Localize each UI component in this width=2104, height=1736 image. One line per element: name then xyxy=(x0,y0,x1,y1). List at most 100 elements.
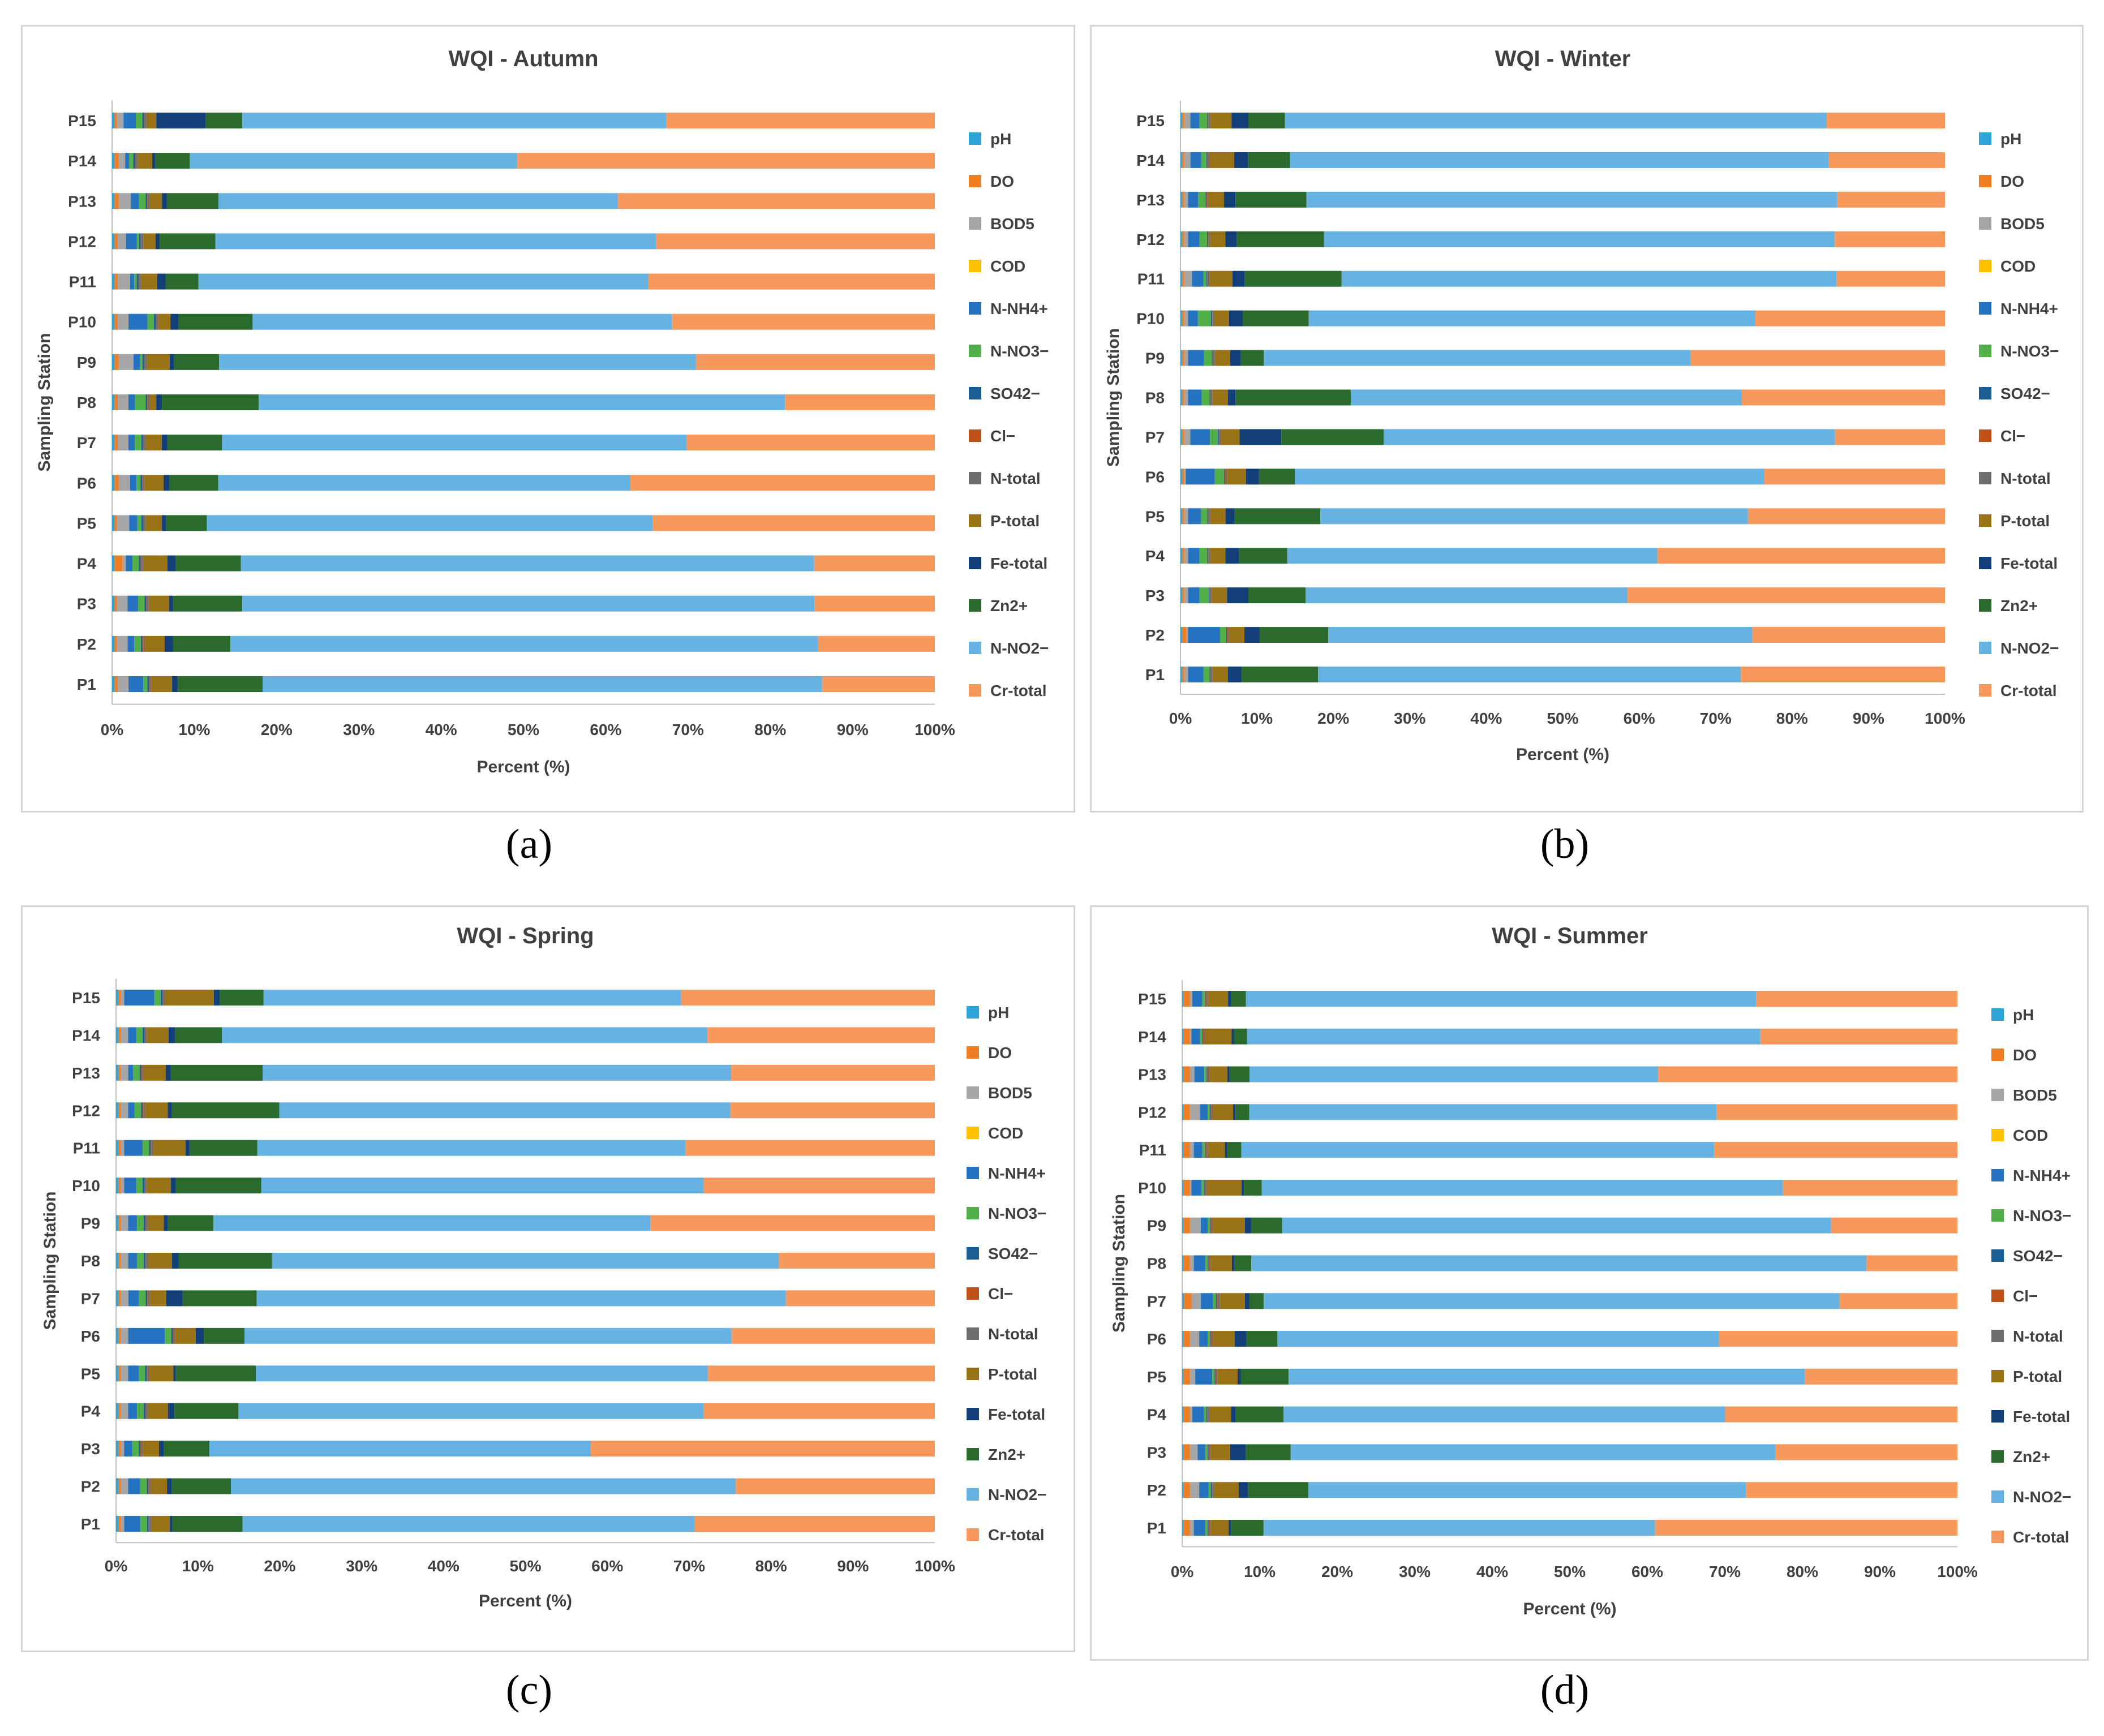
bar-segment xyxy=(1198,191,1206,208)
bar-segment xyxy=(1182,1142,1184,1158)
bar-segment xyxy=(618,193,935,209)
bar-segment xyxy=(121,1215,128,1231)
bar-segment xyxy=(1184,548,1188,564)
legend-label: N-total xyxy=(2013,1327,2063,1345)
bar-segment xyxy=(118,1365,121,1382)
bar-segment xyxy=(681,990,935,1005)
bar-segment xyxy=(118,273,130,290)
bar-segment xyxy=(143,233,156,250)
x-tick-label: 50% xyxy=(1554,1563,1586,1580)
bar-segment xyxy=(130,273,135,290)
x-tick-label: 30% xyxy=(1399,1563,1431,1580)
bar-segment xyxy=(140,273,157,290)
category-label: P14 xyxy=(1138,1028,1166,1046)
legend-label: N-NO3− xyxy=(2000,342,2059,360)
bar-segment xyxy=(118,354,134,370)
bar-segment xyxy=(112,313,115,330)
legend-label: SO42− xyxy=(990,385,1040,402)
bar-segment xyxy=(630,475,935,491)
bar-segment xyxy=(1190,1028,1192,1045)
bar-segment xyxy=(147,676,149,692)
bar-segment xyxy=(114,233,118,250)
x-tick-label: 80% xyxy=(754,721,786,738)
bar-segment xyxy=(114,394,118,410)
bar-segment xyxy=(127,635,135,652)
legend-label: DO xyxy=(990,173,1014,190)
category-label: P15 xyxy=(72,989,100,1007)
bar-segment xyxy=(145,1178,147,1194)
bar-segment xyxy=(1290,152,1829,168)
legend-label: N-NO3− xyxy=(988,1205,1046,1222)
bar-segment xyxy=(139,555,141,571)
bar-segment xyxy=(139,273,141,290)
legend-label: DO xyxy=(988,1044,1012,1062)
x-tick-label: 50% xyxy=(508,721,539,738)
bar-segment xyxy=(121,1516,124,1532)
bar-segment xyxy=(1775,1444,1957,1460)
bar-segment xyxy=(1214,310,1229,326)
legend-swatch xyxy=(967,1127,979,1139)
bar-segment xyxy=(1212,1331,1213,1347)
bar-segment xyxy=(1188,191,1199,208)
bar-segment xyxy=(1295,469,1764,485)
bar-segment xyxy=(1201,152,1207,168)
bar-segment xyxy=(143,1178,144,1194)
bar-segment xyxy=(1210,429,1218,445)
legend-label: N-NH4+ xyxy=(2013,1167,2071,1184)
bar-segment xyxy=(1281,429,1384,445)
bar-segment xyxy=(147,1290,148,1307)
bar-segment xyxy=(173,1327,174,1344)
bar-segment xyxy=(159,1441,164,1457)
category-label: P9 xyxy=(77,354,96,371)
bar-segment xyxy=(1208,231,1210,247)
bar-segment xyxy=(1246,1444,1291,1460)
bar-segment xyxy=(1209,1406,1231,1423)
bar-segment xyxy=(134,1102,141,1119)
x-tick-label: 90% xyxy=(837,721,869,738)
bar-segment xyxy=(132,555,139,571)
bar-segment xyxy=(703,1178,935,1194)
bar-segment xyxy=(1231,1028,1234,1045)
bar-segment xyxy=(157,273,166,290)
bar-segment xyxy=(124,1441,132,1457)
bar-segment xyxy=(1230,1444,1246,1460)
bar-segment xyxy=(118,1140,121,1156)
bar-segment xyxy=(124,990,154,1005)
legend-swatch xyxy=(1979,429,1991,442)
bar-segment xyxy=(118,1215,121,1231)
bar-segment xyxy=(1243,310,1309,326)
x-tick-label: 0% xyxy=(101,721,124,738)
bar-segment xyxy=(1213,350,1215,366)
bar-segment xyxy=(133,354,140,370)
bar-segment xyxy=(1190,1066,1195,1082)
bar-segment xyxy=(138,595,145,612)
bar-segment xyxy=(1324,231,1835,247)
bar-segment xyxy=(1184,310,1188,326)
bar-segment xyxy=(118,1064,121,1081)
bar-segment xyxy=(1188,389,1202,406)
x-tick-label: 10% xyxy=(1241,710,1273,727)
bar-segment xyxy=(118,435,128,451)
bar-segment xyxy=(1231,1520,1264,1536)
bar-segment xyxy=(1182,991,1184,1007)
category-label: P14 xyxy=(1136,152,1165,169)
bar-segment xyxy=(195,1327,204,1344)
bar-segment xyxy=(1214,1368,1216,1385)
bar-segment xyxy=(1184,350,1188,366)
bar-segment xyxy=(121,990,124,1005)
bar-segment xyxy=(166,515,207,531)
bar-segment xyxy=(1188,627,1220,643)
legend-label: N-NO2− xyxy=(990,639,1049,657)
bar-segment xyxy=(1183,1142,1190,1158)
legend-label: pH xyxy=(2013,1006,2034,1024)
bar-segment xyxy=(114,354,119,370)
bar-segment xyxy=(1183,1104,1190,1120)
bar-segment xyxy=(145,1290,148,1307)
bar-segment xyxy=(1205,1520,1208,1536)
bar-segment xyxy=(1182,1368,1184,1385)
x-tick-label: 60% xyxy=(1624,710,1655,727)
bar-segment xyxy=(141,233,144,250)
category-label: P7 xyxy=(1147,1292,1166,1310)
legend-label: P-total xyxy=(2013,1368,2062,1385)
bar-segment xyxy=(149,1290,166,1307)
